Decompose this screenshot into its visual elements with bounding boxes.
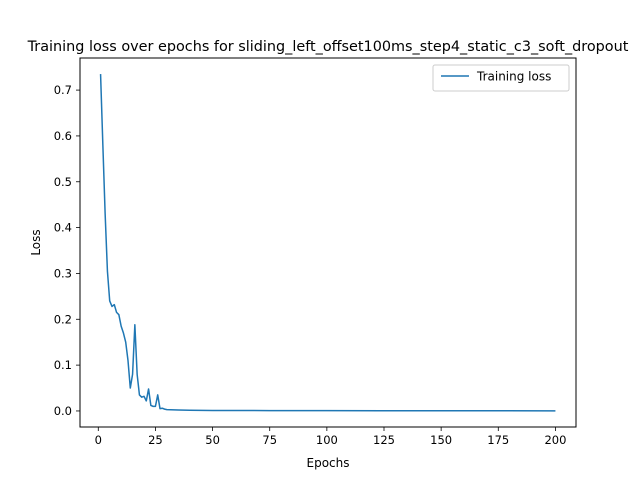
x-tick-label: 100 <box>316 433 338 447</box>
x-tick-label: 175 <box>487 433 509 447</box>
y-tick-label: 0.1 <box>54 358 72 372</box>
x-tick-label: 75 <box>262 433 277 447</box>
plot-area <box>79 57 577 428</box>
y-tick-label: 0.5 <box>54 175 72 189</box>
y-tick-label: 0.2 <box>54 312 72 326</box>
chart-title: Training loss over epochs for sliding_le… <box>27 39 629 55</box>
y-tick-label: 0.7 <box>54 83 72 97</box>
series-line-0 <box>99 74 556 412</box>
y-tick-label: 0.4 <box>54 221 72 235</box>
x-tick-label: 25 <box>148 433 163 447</box>
legend: Training loss <box>432 64 570 92</box>
x-axis-ticks: 0 25 50 75 100 125 150 175 200 <box>95 427 566 447</box>
legend-box <box>432 64 570 92</box>
y-tick-label: 0.3 <box>54 266 72 280</box>
series-layer <box>99 74 556 412</box>
y-tick-label: 0.6 <box>54 129 72 143</box>
x-tick-label: 0 <box>95 433 102 447</box>
x-axis-label: Epochs <box>307 456 350 470</box>
y-axis-label: Loss <box>29 229 43 255</box>
y-axis-ticks: 0.0 0.1 0.2 0.3 0.4 0.5 0.6 0.7 <box>54 83 80 418</box>
x-tick-label: 50 <box>205 433 220 447</box>
plot-frame <box>79 57 577 428</box>
legend-label: Training loss <box>476 70 551 84</box>
x-tick-label: 150 <box>430 433 452 447</box>
y-tick-label: 0.0 <box>54 404 72 418</box>
x-tick-label: 200 <box>544 433 566 447</box>
x-tick-label: 125 <box>373 433 395 447</box>
